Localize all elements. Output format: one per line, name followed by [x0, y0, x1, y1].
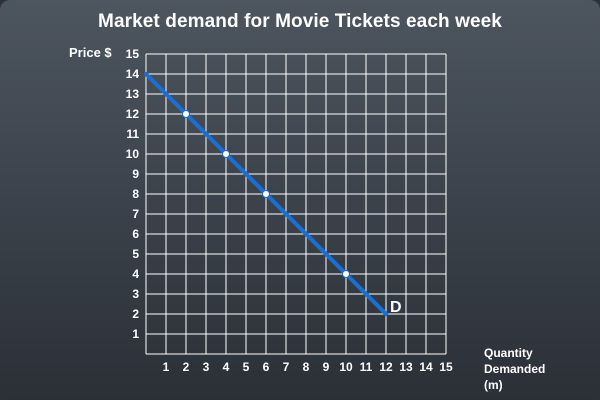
x-axis-label: Quantity Demanded (m) [484, 345, 584, 393]
x-tick-label: 4 [223, 360, 230, 374]
x-tick-label: 3 [203, 360, 210, 374]
y-tick-label: 5 [132, 247, 139, 261]
data-point [262, 190, 270, 198]
x-tick-label: 2 [183, 360, 190, 374]
x-tick-label: 12 [379, 360, 393, 374]
y-axis-label: Price $ [69, 45, 112, 60]
y-tick-label: 14 [126, 67, 140, 81]
y-tick-label: 8 [132, 187, 139, 201]
y-tick-label: 4 [132, 267, 139, 281]
y-tick-label: 6 [132, 227, 139, 241]
y-tick-label: 13 [126, 87, 140, 101]
x-tick-label: 14 [419, 360, 433, 374]
x-tick-label: 10 [339, 360, 353, 374]
series-label: D [390, 299, 402, 316]
x-tick-label: 5 [243, 360, 250, 374]
x-tick-label: 15 [439, 360, 453, 374]
x-tick-label: 13 [399, 360, 413, 374]
x-axis-label-line: Quantity [484, 346, 533, 360]
y-tick-label: 15 [126, 47, 140, 61]
data-point [182, 110, 190, 118]
y-tick-label: 12 [126, 107, 140, 121]
x-tick-label: 6 [263, 360, 270, 374]
x-axis-label-line: (m) [484, 378, 503, 392]
x-axis-label-line: Demanded [484, 362, 546, 376]
y-tick-label: 2 [132, 307, 139, 321]
x-tick-label: 9 [323, 360, 330, 374]
x-tick-label: 1 [163, 360, 170, 374]
y-tick-label: 10 [126, 147, 140, 161]
data-point [222, 150, 230, 158]
chart-title: Market demand for Movie Tickets each wee… [98, 11, 502, 32]
x-tick-label: 11 [360, 360, 373, 374]
y-tick-label: 11 [126, 127, 139, 141]
y-tick-label: 1 [132, 327, 139, 341]
x-tick-label: 8 [303, 360, 310, 374]
y-tick-label: 9 [132, 167, 139, 181]
y-tick-label: 7 [132, 207, 139, 221]
data-point [342, 270, 350, 278]
y-tick-label: 3 [132, 287, 139, 301]
x-tick-label: 7 [283, 360, 290, 374]
